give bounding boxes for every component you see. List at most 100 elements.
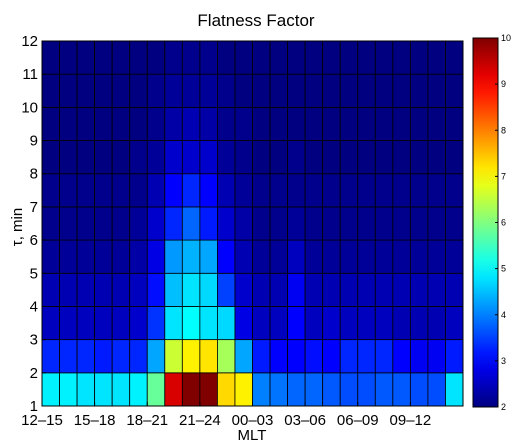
heatmap-cell xyxy=(409,239,429,274)
heatmap-cell xyxy=(94,106,113,141)
heatmap-cell xyxy=(374,206,394,241)
heatmap-cell xyxy=(357,206,376,241)
heatmap-cell xyxy=(234,206,253,241)
heatmap-cell xyxy=(41,372,60,407)
heatmap-cell xyxy=(392,239,411,274)
y-tick-label: 12 xyxy=(21,33,38,50)
heatmap-cell xyxy=(111,306,131,341)
heatmap-cell xyxy=(59,372,78,407)
heatmap-cell xyxy=(392,106,411,141)
heatmap-cell xyxy=(392,339,411,374)
heatmap-cell xyxy=(111,372,131,407)
heatmap-cell xyxy=(287,206,306,241)
heatmap-cell xyxy=(445,339,464,374)
heatmap-cell xyxy=(41,73,60,108)
heatmap-cell xyxy=(129,239,148,274)
heatmap-cell xyxy=(357,173,376,208)
heatmap-cell xyxy=(111,73,131,108)
heatmap-cell xyxy=(445,372,464,407)
y-tick-label: 4 xyxy=(30,298,38,315)
heatmap-cell xyxy=(427,339,446,374)
heatmap-cell xyxy=(199,40,218,75)
heatmap-cell xyxy=(234,40,253,75)
heatmap-cell xyxy=(322,306,341,341)
heatmap-cell xyxy=(269,140,288,175)
heatmap-cell xyxy=(304,73,324,108)
heatmap-cell xyxy=(234,339,253,374)
colorbar-tick-label: 4 xyxy=(501,310,506,320)
x-tick-label: 03–06 xyxy=(284,412,326,429)
heatmap-cell xyxy=(217,73,236,108)
heatmap-cell xyxy=(287,40,306,75)
heatmap-cell xyxy=(409,372,429,407)
heatmap-cell xyxy=(427,372,446,407)
heatmap-cell xyxy=(164,272,183,307)
heatmap-cell xyxy=(76,73,96,108)
colorbar-gradient xyxy=(472,37,499,408)
heatmap-cell xyxy=(234,306,253,341)
heatmap-cell xyxy=(146,306,166,341)
heatmap-cell xyxy=(304,206,324,241)
heatmap-cell xyxy=(339,372,359,407)
y-tick-label: 7 xyxy=(30,199,38,216)
heatmap-cell xyxy=(445,173,464,208)
chart-title: Flatness Factor xyxy=(197,11,314,30)
heatmap-cell xyxy=(374,140,394,175)
heatmap-cell xyxy=(146,372,166,407)
heatmap-cell xyxy=(76,140,96,175)
heatmap-cell xyxy=(287,306,306,341)
heatmap-cell xyxy=(199,206,218,241)
heatmap-cell xyxy=(76,272,96,307)
heatmap-cell xyxy=(252,272,271,307)
heatmap-cell xyxy=(146,40,166,75)
heatmap-cell xyxy=(427,272,446,307)
heatmap-cell xyxy=(199,106,218,141)
heatmap-cell xyxy=(234,173,253,208)
heatmap-cell xyxy=(111,206,131,241)
heatmap-cell xyxy=(357,239,376,274)
heatmap-cell xyxy=(427,306,446,341)
heatmap-cell xyxy=(129,372,148,407)
heatmap-cell xyxy=(181,206,201,241)
heatmap-cell xyxy=(409,140,429,175)
heatmap-cell xyxy=(357,140,376,175)
x-axis-ticks: 12–15 15–18 18–21 21–24 00–03 03–06 06–09 09–12 xyxy=(21,402,431,429)
heatmap-cell xyxy=(357,306,376,341)
x-tick-label: 06–09 xyxy=(337,412,379,429)
y-tick-label: 10 xyxy=(21,99,38,116)
heatmap-cell xyxy=(269,106,288,141)
x-tick-label: 00–03 xyxy=(232,412,274,429)
heatmap-cell xyxy=(94,306,113,341)
heatmap-cell xyxy=(76,306,96,341)
heatmap-cell xyxy=(146,73,166,108)
heatmap-cell xyxy=(374,339,394,374)
heatmap-cell xyxy=(59,106,78,141)
heatmap-cell xyxy=(164,372,183,407)
heatmap-cell xyxy=(409,206,429,241)
heatmap-cell xyxy=(164,306,183,341)
heatmap-cell xyxy=(199,306,218,341)
y-tick-label: 11 xyxy=(22,66,38,83)
heatmap-cell xyxy=(339,140,359,175)
heatmap-cell xyxy=(287,239,306,274)
heatmap-cell xyxy=(287,106,306,141)
heatmap-cell xyxy=(181,272,201,307)
heatmap-cell xyxy=(304,140,324,175)
heatmap-cell xyxy=(59,40,78,75)
heatmap-cell xyxy=(217,173,236,208)
colorbar-tick-label: 5 xyxy=(501,264,506,274)
colorbar-tick-label: 9 xyxy=(501,79,506,89)
heatmap-cell xyxy=(234,140,253,175)
heatmap-cell xyxy=(181,106,201,141)
x-tick-label: 09–12 xyxy=(390,412,432,429)
heatmap-cell xyxy=(146,239,166,274)
heatmap-cell xyxy=(181,173,201,208)
heatmap-cell xyxy=(392,306,411,341)
heatmap-cell xyxy=(199,173,218,208)
heatmap-cells xyxy=(41,40,464,407)
colorbar-tick-label: 10 xyxy=(501,33,511,43)
heatmap-cell xyxy=(146,339,166,374)
heatmap-cell xyxy=(269,239,288,274)
heatmap-cell xyxy=(181,372,201,407)
heatmap-cell xyxy=(76,372,96,407)
